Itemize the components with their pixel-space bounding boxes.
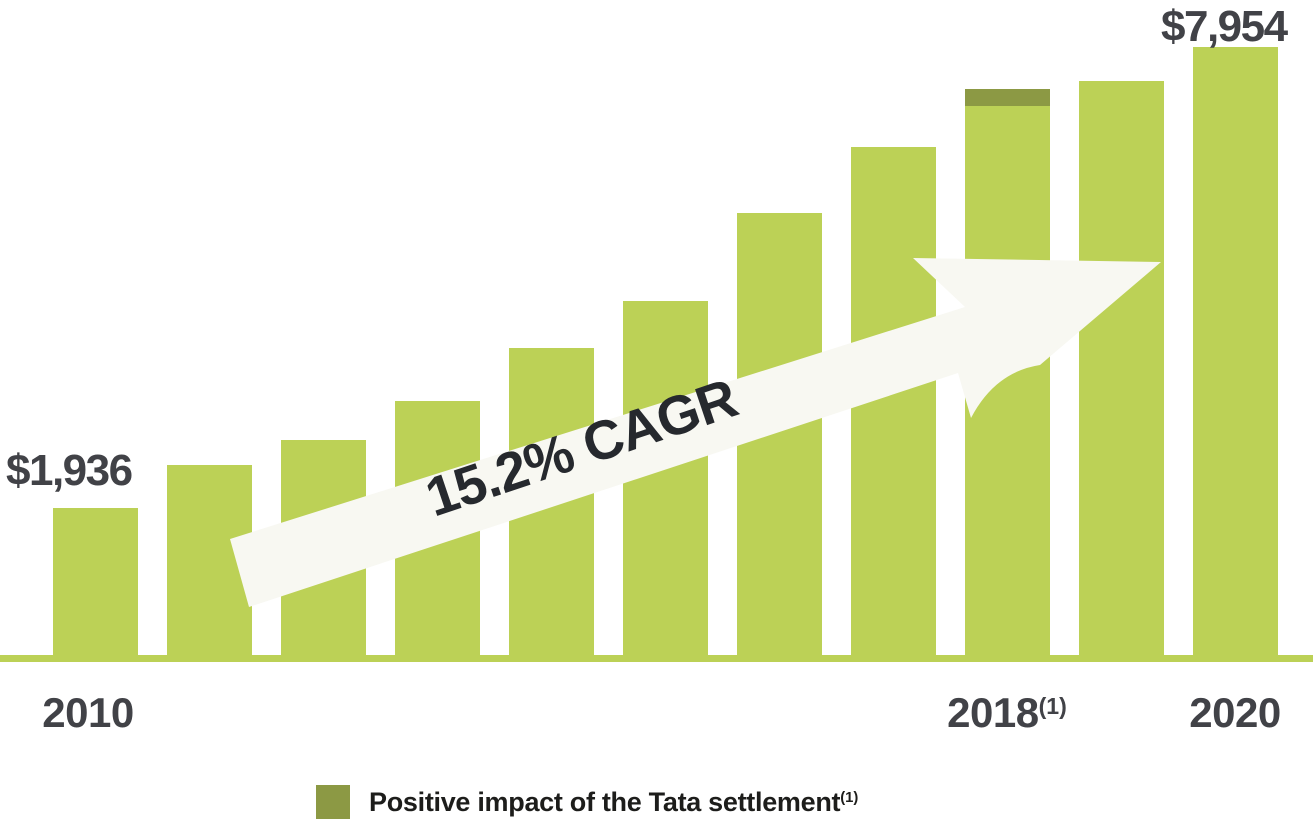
bar-2013 [395, 401, 480, 656]
bar-2020 [1193, 47, 1278, 656]
bar-2010 [53, 508, 138, 656]
x-axis-line [0, 655, 1313, 662]
bar-2016 [737, 213, 822, 656]
bar-2018-settlement-segment [965, 89, 1050, 106]
legend-label-text: Positive impact of the Tata settlement [369, 786, 841, 817]
value-label-2010: $1,936 [6, 446, 133, 495]
bar-2014 [509, 348, 594, 656]
legend-label: Positive impact of the Tata settlement(1… [369, 787, 858, 818]
bar-2017 [851, 147, 936, 656]
axis-label-2010: 2010 [28, 689, 148, 737]
axis-label-2020: 2020 [1175, 689, 1295, 737]
axis-label-2010-text: 2010 [42, 689, 134, 736]
axis-label-2020-text: 2020 [1189, 689, 1281, 736]
axis-label-2018: 2018(1) [927, 689, 1087, 737]
legend-swatch-tata-settlement [316, 785, 350, 819]
bar-2015 [623, 301, 708, 656]
bar-2012 [281, 440, 366, 656]
value-label-2020: $7,954 [1161, 2, 1288, 51]
legend-footnote: (1) [840, 790, 859, 807]
legend: Positive impact of the Tata settlement(1… [316, 785, 858, 819]
axis-label-2018-footnote: (1) [1038, 693, 1067, 720]
bar-2019 [1079, 81, 1164, 656]
bar-2018 [965, 89, 1050, 656]
axis-label-2018-text: 2018 [947, 689, 1039, 736]
bar-2011 [167, 465, 252, 656]
